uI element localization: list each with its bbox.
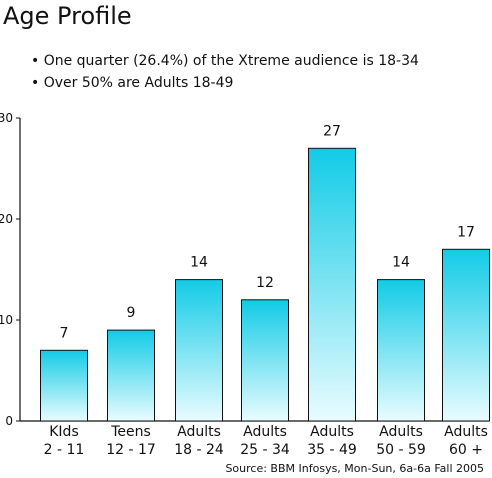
bar-value-label: 9 bbox=[127, 305, 136, 321]
x-axis-category-sublabel: 35 - 49 bbox=[307, 442, 357, 458]
x-axis-category-sublabel: 60 + bbox=[449, 442, 483, 458]
x-axis-category-label: Adults bbox=[177, 424, 221, 440]
x-axis-category-label: KIds bbox=[49, 424, 79, 440]
x-axis-category-sublabel: 50 - 59 bbox=[376, 442, 426, 458]
bar bbox=[175, 279, 223, 422]
bar-value-label: 14 bbox=[190, 255, 208, 271]
bar bbox=[40, 349, 88, 422]
bar-value-label: 7 bbox=[60, 325, 69, 341]
x-axis-category-sublabel: 18 - 24 bbox=[174, 442, 224, 458]
x-axis-category-sublabel: 12 - 17 bbox=[106, 442, 156, 458]
y-axis-tick-label: 10 bbox=[0, 313, 13, 327]
bar-value-label: 14 bbox=[392, 255, 410, 271]
source-note: Source: BBM Infosys, Mon-Sun, 6a-6a Fall… bbox=[225, 462, 484, 475]
bar-value-label: 17 bbox=[457, 224, 475, 240]
summary-bullet-1: • One quarter (26.4%) of the Xtreme audi… bbox=[31, 53, 419, 69]
x-axis-category-label: Adults bbox=[243, 424, 287, 440]
x-axis-category-label: Adults bbox=[379, 424, 423, 440]
x-axis-category-label: Adults bbox=[310, 424, 354, 440]
bar bbox=[308, 147, 356, 422]
bar bbox=[377, 279, 425, 422]
summary-bullets: • One quarter (26.4%) of the Xtreme audi… bbox=[31, 50, 419, 94]
x-axis-category-label: Adults bbox=[444, 424, 488, 440]
bar bbox=[442, 248, 490, 422]
summary-bullet-2: • Over 50% are Adults 18-49 bbox=[31, 75, 234, 91]
x-axis-category-sublabel: 2 - 11 bbox=[44, 442, 85, 458]
bar bbox=[241, 299, 289, 422]
bar bbox=[107, 329, 155, 422]
x-axis-category-label: Teens bbox=[110, 424, 151, 440]
y-axis-tick-label: 0 bbox=[5, 414, 13, 428]
y-axis-tick-label: 20 bbox=[0, 212, 13, 226]
chart-root: 0 10 20 30 7 KIds 2 - 11 9 Teens 12 - 17 14 Adults 1… bbox=[0, 111, 490, 458]
bar-value-label: 27 bbox=[323, 123, 341, 139]
x-axis-category-sublabel: 25 - 34 bbox=[240, 442, 290, 458]
y-axis-tick-label: 30 bbox=[0, 111, 13, 125]
page-title: Age Profile bbox=[3, 2, 132, 30]
bar-value-label: 12 bbox=[256, 275, 274, 291]
